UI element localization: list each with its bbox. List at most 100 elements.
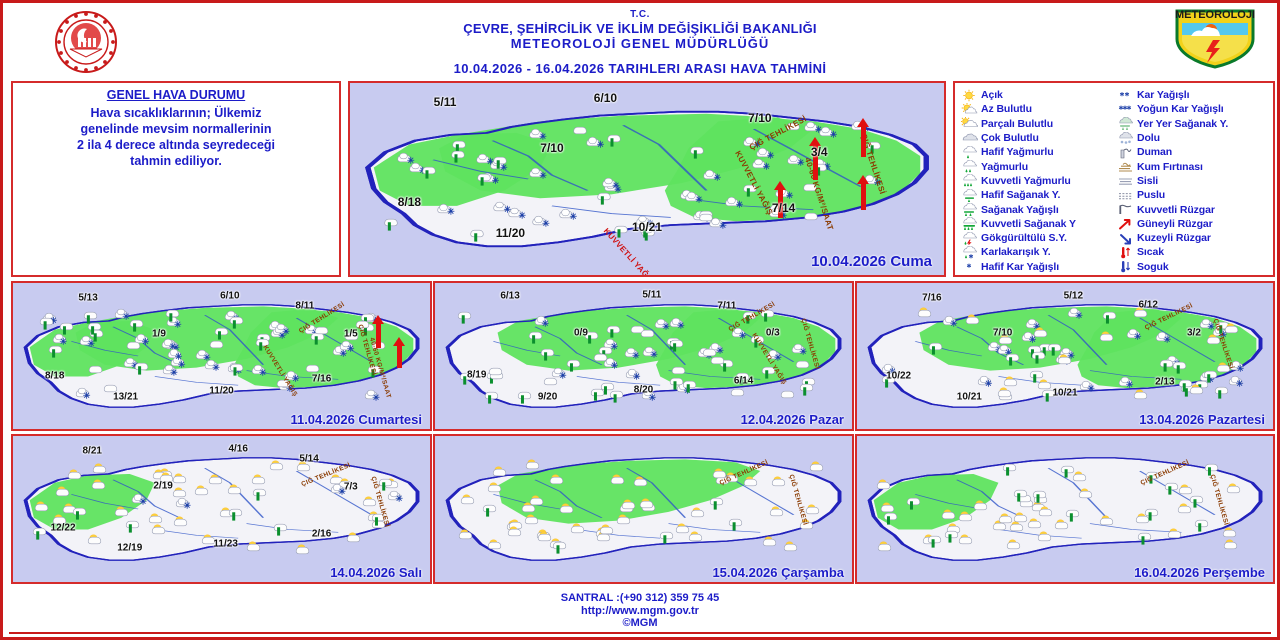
snow-cloud-icon: ✳ <box>655 318 670 331</box>
sun-cloud-icon <box>53 514 67 525</box>
legend-item-label: Puslu <box>1137 189 1166 202</box>
fog-icon <box>1117 174 1134 187</box>
summary-body: Hava sıcaklıklarının; Ülkemiz genelinde … <box>13 105 339 169</box>
legend-item: Puslu <box>1117 188 1269 202</box>
snow-cloud-icon: ✳ <box>642 389 656 402</box>
snow-cloud-icon: ✳ <box>732 327 746 340</box>
cloud-icon <box>490 370 503 381</box>
snow-cloud-icon: ✳ <box>437 202 455 216</box>
snow-cloud-icon: ✳ <box>333 346 347 358</box>
rain-cloud-icon: ❚ <box>1048 342 1062 355</box>
temperature-label: 6/14 <box>733 375 754 387</box>
rain-cloud-icon: ❚ <box>907 495 920 509</box>
sleet-icon <box>961 245 978 259</box>
sun-cloud-icon <box>526 459 540 471</box>
legend-item: Hafif Yağmurlu <box>961 145 1113 159</box>
meteoroloji-logo: METEOROLOJI <box>1175 9 1255 69</box>
sun-cloud-icon <box>493 466 507 478</box>
cloud-icon <box>731 386 745 397</box>
map-2026-04-11[interactable]: ✳✳✳✳✳✳✳✳✳✳✳✳✳✳✳✳✳✳✳✳✳✳✳✳✳✳✳✳❚❚❚❚❚❚❚❚❚❚❚❚… <box>11 281 432 431</box>
sun-cloud-icon <box>115 506 128 517</box>
map-2026-04-16[interactable]: ❚ ❚ ❚ ❚ ❚ ❚ ❚ ❚ ❚ ❚ ❚ ❚ ❚ ❚ ❚ ❚ ÇIĞ TEHLİKESİ ÇIĞ TEHLİKE… <box>855 434 1275 584</box>
map-2026-04-13[interactable]: ✳✳✳✳✳✳✳✳✳✳✳✳✳✳✳✳✳✳✳✳❚❚❚❚❚❚❚❚❚❚❚❚❚❚❚❚❚❚7/… <box>855 281 1275 431</box>
legend-item-label: Hafif Kar Yağışlı <box>981 260 1060 273</box>
rain-cloud-icon: ❚ <box>368 363 382 377</box>
temperature-label: 6/13 <box>500 290 520 302</box>
map-day-label: 16.04.2026 Perşembe <box>1134 565 1265 580</box>
map-2026-04-12[interactable]: ✳✳✳✳✳✳✳✳✳✳✳✳✳✳✳✳❚❚❚❚❚❚❚❚❚❚❚❚❚❚❚❚❚❚❚❚❚❚❚❚… <box>433 281 854 431</box>
south-wind-arrow-icon <box>1117 217 1134 230</box>
sun-cloud-icon <box>691 507 704 519</box>
snow-cloud-icon: ✳ <box>115 308 130 321</box>
legend-item-label: Karlakarışık Y. <box>981 246 1051 259</box>
rain-cloud-icon: ❚ <box>256 337 269 350</box>
snow-cloud-icon: ✳ <box>285 371 299 383</box>
map-2026-04-10[interactable]: ✳✳✳✳✳✳✳✳✳✳✳✳✳✳✳✳✳✳✳✳✳✳✳✳✳✳✳✳✳✳✳✳✳✳❚❚❚❚❚❚… <box>348 81 946 277</box>
legend-item: Dolu <box>1117 131 1269 145</box>
rain-cloud-icon: ❚ <box>884 510 897 524</box>
legend-item-label: Güneyli Rüzgar <box>1137 217 1213 230</box>
map-2026-04-15[interactable]: ❚ ❚ ❚ ❚ ❚ ÇIĞ TEHLİKESİ ÇIĞ TEHLİKESİ 15.04.20… <box>433 434 854 584</box>
legend-item: Sıcak <box>1117 245 1269 259</box>
sun-cloud-icon <box>878 541 892 552</box>
sun-cloud-icon <box>1007 539 1021 551</box>
rain-cloud-icon: ❚ <box>166 307 180 321</box>
legend-item: Yer Yer Sağanak Y. <box>1117 116 1269 131</box>
legend-item: Parçalı Bulutlu <box>960 116 1113 131</box>
map-2026-04-14[interactable]: ❚ ❚ ❚ ❚ ❚ ❚ ❚ ❚ ✳ ✳ ✳ ✳ 8/21 4/16 5/14 2/19 7/3 12/22 2/16… <box>11 434 432 584</box>
temperature-label: 5/11 <box>642 289 662 301</box>
legend-item-label: Kuvvetli Rüzgar <box>1137 203 1215 216</box>
rain-cloud-icon: ❚ <box>361 321 374 335</box>
legend-column-left: Açık Az Bulutlu Parçalı Bulutlu Çok Bulutlu… <box>960 88 1113 274</box>
rain-cloud-icon: ❚ <box>1190 494 1204 507</box>
cloud-icon <box>711 355 725 366</box>
footer-divider <box>9 632 1271 634</box>
cloud-icon <box>345 330 358 341</box>
rain-cloud-icon: ❚ <box>1195 517 1208 531</box>
sun-cloud-icon <box>881 502 895 514</box>
legend-item-label: Sağanak Yağışlı <box>981 203 1059 216</box>
light-snow-icon <box>961 260 978 273</box>
legend-item-label: Sıcak <box>1137 246 1164 259</box>
rain-cloud-icon: ❚ <box>529 330 542 343</box>
sun-cloud-icon <box>1073 471 1087 483</box>
sun-cloud-icon <box>92 479 105 490</box>
legend-item-label: Duman <box>1137 146 1173 159</box>
sun-small-cloud-icon <box>961 102 978 116</box>
sun-cloud-icon <box>763 536 776 548</box>
poster-header: T.C. ÇEVRE, ŞEHİRCİLİK VE İKLİM DEĞİŞİKL… <box>3 3 1277 81</box>
north-wind-arrow-icon <box>1117 232 1134 245</box>
sun-cloud-icon <box>918 307 931 318</box>
sun-cloud-icon <box>806 504 819 515</box>
sun-cloud-icon <box>634 476 647 488</box>
cold-thermometer-icon <box>1117 260 1134 273</box>
cloud-icon <box>803 180 820 193</box>
rain-cloud-icon: ❚ <box>599 345 612 358</box>
sun-cloud-icon <box>959 511 972 523</box>
rain-cloud-icon: ❚ <box>60 320 73 334</box>
sun-cloud-icon <box>488 539 501 550</box>
rain-cloud-icon: ❚ <box>761 308 774 321</box>
snow-cloud-icon: ✳ <box>677 383 691 395</box>
legend-item: Sisli <box>1117 174 1269 188</box>
sun-cloud-icon <box>993 520 1006 532</box>
cloud-icon <box>672 364 686 375</box>
wind-direction-arrow <box>371 314 384 348</box>
website-url[interactable]: http://www.mgm.gov.tr <box>581 604 699 617</box>
rain-cloud-icon: ❚ <box>598 189 614 204</box>
legend-item: Kum Fırtınası <box>1117 159 1269 173</box>
sun-cloud-icon <box>800 519 814 531</box>
turkish-republic-emblem <box>55 11 117 73</box>
sun-cloud-icon <box>508 526 521 538</box>
rain-cloud-icon: ❚ <box>929 341 942 354</box>
copyright-label: ©MGM <box>622 617 658 629</box>
temperature-label: 3/4 <box>810 145 828 160</box>
weather-symbol-legend: Açık Az Bulutlu Parçalı Bulutlu Çok Bulutlu… <box>953 81 1275 277</box>
rain-cloud-icon: ❚ <box>867 137 884 153</box>
snow-cloud-icon: ✳ <box>625 347 640 360</box>
legend-item: Hafif Sağanak Y. <box>961 188 1113 203</box>
cloud-icon <box>574 123 590 136</box>
cloud-icon <box>210 338 223 349</box>
rain-cloud-icon: ❚ <box>743 181 760 196</box>
snow-cloud-icon: ✳ <box>124 357 139 370</box>
